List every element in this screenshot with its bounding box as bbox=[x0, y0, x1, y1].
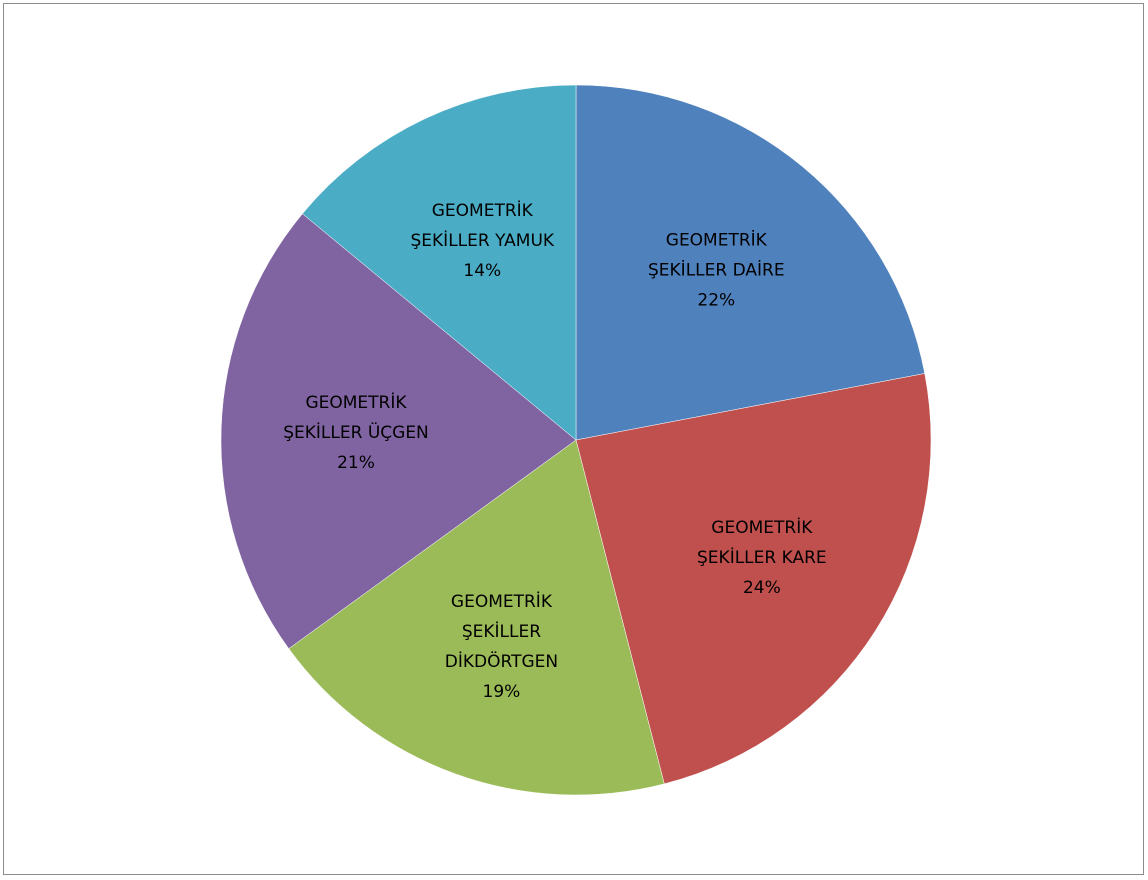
pie-slice-name: ŞEKİLLER DAİRE bbox=[648, 259, 785, 280]
pie-slice-label: GEOMETRİK ŞEKİLLER DAİRE 22% bbox=[648, 229, 785, 310]
pie-slice-label: GEOMETRİK ŞEKİLLER YAMUK 14% bbox=[411, 200, 555, 281]
pie-slice-percent: 24% bbox=[743, 578, 781, 598]
pie-slice-label: GEOMETRİK ŞEKİLLER ÜÇGEN 21% bbox=[283, 392, 429, 473]
pie-slice-name: ŞEKİLLER KARE bbox=[697, 547, 827, 568]
pie-slice-name: GEOMETRİK bbox=[451, 591, 553, 612]
pie-slice bbox=[575, 84, 926, 441]
pie-slice-name: ŞEKİLLER ÜÇGEN bbox=[283, 421, 429, 443]
pie-slice-name: ŞEKİLLER YAMUK bbox=[411, 230, 555, 251]
pie-slice-percent: 14% bbox=[463, 261, 501, 281]
pie-labels: GEOMETRİK ŞEKİLLER DAİRE 22% GEOMETRİK ŞEKİL… bbox=[283, 200, 826, 702]
pie-slices bbox=[220, 84, 932, 796]
pie-slice bbox=[302, 84, 577, 441]
pie-slice-percent: 21% bbox=[337, 453, 375, 473]
pie-slice-percent: 19% bbox=[483, 682, 521, 702]
pie-slice bbox=[575, 373, 932, 785]
pie-slice-name: DİKDÖRTGEN bbox=[445, 650, 558, 672]
pie-slice-name: GEOMETRİK bbox=[666, 229, 768, 250]
pie-chart: GEOMETRİK ŞEKİLLER DAİRE 22% GEOMETRİK ŞEKİL… bbox=[220, 84, 932, 796]
pie-slice-name: GEOMETRİK bbox=[711, 517, 813, 538]
pie-slice-name: GEOMETRİK bbox=[432, 200, 534, 221]
pie-slice-label: GEOMETRİK ŞEKİLLER KARE 24% bbox=[697, 517, 827, 598]
pie-slice-label: GEOMETRİK ŞEKİLLER DİKDÖRTGEN 19% bbox=[445, 591, 558, 702]
pie-slice bbox=[288, 439, 665, 796]
pie-slice bbox=[220, 213, 577, 650]
chart-area: GEOMETRİK ŞEKİLLER DAİRE 22% GEOMETRİK ŞEKİL… bbox=[3, 3, 1144, 875]
pie-slice-percent: 22% bbox=[697, 290, 735, 310]
pie-slice-name: GEOMETRİK bbox=[305, 392, 407, 413]
pie-slice-name: ŞEKİLLER bbox=[462, 621, 541, 642]
